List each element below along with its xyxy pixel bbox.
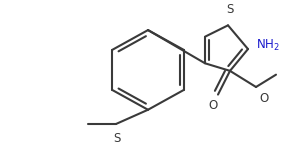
Text: S: S bbox=[113, 132, 121, 145]
Text: O: O bbox=[208, 99, 218, 112]
Text: NH$_2$: NH$_2$ bbox=[256, 38, 280, 53]
Text: S: S bbox=[226, 3, 234, 16]
Text: O: O bbox=[259, 92, 268, 105]
